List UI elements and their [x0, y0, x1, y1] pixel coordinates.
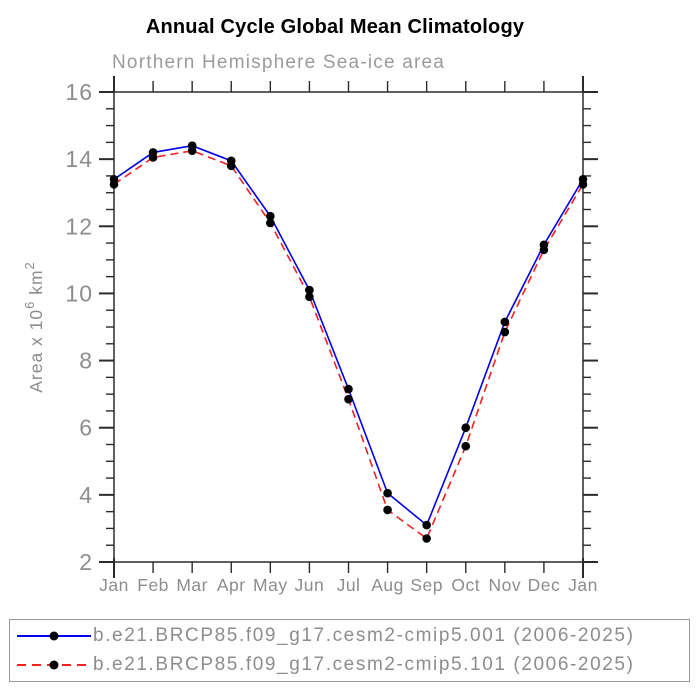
series-marker: [187, 146, 197, 156]
series-marker: [500, 327, 510, 337]
x-tick-label: Jul: [337, 575, 361, 595]
series-marker: [539, 245, 549, 255]
series-marker: [500, 317, 510, 327]
legend-label: b.e21.BRCP85.f09_g17.cesm2-cmip5.001 (20…: [93, 625, 635, 646]
series-marker: [305, 292, 314, 302]
x-tick-label: Feb: [137, 575, 169, 595]
series-marker: [422, 520, 431, 530]
axis-labels: Jan Feb Mar Apr May Jun Jul Aug Sep Oct Nov Dec Jan 2…: [65, 79, 597, 595]
y-tick-label: 16: [65, 79, 93, 105]
legend-label: b.e21.BRCP85.f09_g17.cesm2-cmip5.101 (20…: [93, 654, 635, 675]
chart-subtitle: Northern Hemisphere Sea-ice area: [112, 52, 446, 73]
x-tick-label: Oct: [451, 575, 480, 595]
series-marker: [266, 218, 275, 228]
legend-dashed-line-sample: [17, 660, 91, 670]
chart-title: Annual Cycle Global Mean Climatology: [145, 16, 525, 38]
series-marker: [344, 394, 353, 404]
series-marker: [266, 211, 275, 221]
axis-ticks: [99, 76, 598, 578]
y-axis-title-part: 6: [22, 301, 37, 309]
x-tick-label: May: [253, 575, 288, 595]
legend-solid-line-sample: [17, 631, 91, 641]
series-line: [113, 144, 584, 527]
series-marker: [305, 285, 314, 295]
y-axis-title: Area x 106 km2: [22, 261, 46, 393]
series-marker: [461, 423, 471, 433]
x-tick-label: Mar: [176, 575, 208, 595]
legend-box: b.e21.BRCP85.f09_g17.cesm2-cmip5.001 (20…: [9, 619, 690, 682]
y-axis-title-part: km: [26, 269, 46, 300]
y-tick-label: 10: [65, 280, 93, 306]
y-tick-label: 12: [65, 213, 93, 239]
data-series: [109, 141, 588, 543]
series-line: [113, 149, 584, 540]
series-marker: [344, 384, 353, 394]
x-tick-label: Jan: [99, 575, 129, 595]
series-marker: [109, 180, 119, 189]
legend-marker-dot: [49, 631, 59, 641]
series-marker: [148, 153, 158, 162]
y-tick-label: 6: [79, 415, 93, 441]
x-tick-label: Dec: [528, 575, 561, 595]
y-tick-label: 4: [79, 482, 93, 508]
series-marker: [461, 441, 471, 451]
x-tick-label: Apr: [217, 575, 246, 595]
y-tick-label: 2: [79, 549, 93, 575]
series-marker: [422, 534, 431, 543]
y-tick-label: 8: [79, 348, 93, 374]
x-tick-label: Jan: [568, 575, 598, 595]
legend-row: b.e21.BRCP85.f09_g17.cesm2-cmip5.101 (20…: [16, 652, 689, 678]
y-axis-title-part: 2: [22, 261, 37, 269]
plot-frame: [113, 91, 584, 563]
x-tick-label: Jun: [295, 575, 325, 595]
series-marker: [578, 180, 588, 189]
series-marker: [226, 161, 236, 171]
series-marker: [383, 488, 392, 498]
y-axis-title-part: Area x 10: [26, 309, 46, 393]
legend-row: b.e21.BRCP85.f09_g17.cesm2-cmip5.001 (20…: [16, 623, 689, 649]
y-tick-label: 14: [65, 146, 93, 172]
legend-marker-dot: [49, 660, 59, 670]
x-tick-label: Aug: [371, 575, 404, 595]
x-tick-label: Sep: [410, 575, 443, 595]
series-marker: [383, 505, 392, 515]
x-tick-label: Nov: [489, 575, 522, 595]
